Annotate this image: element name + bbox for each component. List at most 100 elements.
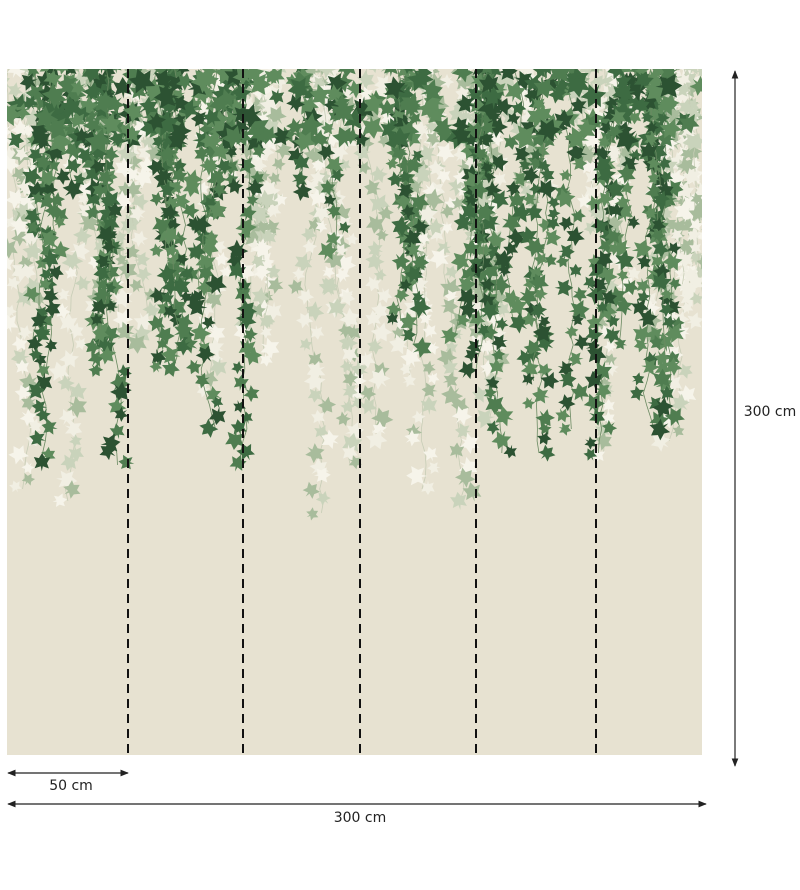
ivy-leaf — [353, 130, 370, 147]
ivy-leaf — [391, 326, 405, 340]
ivy-leaf — [533, 76, 556, 99]
ivy-leaf — [481, 260, 500, 281]
ivy-leaf — [650, 272, 672, 293]
ivy-leaf — [196, 383, 211, 398]
ivy-leaf — [422, 323, 438, 339]
ivy-leaf — [458, 361, 478, 380]
ivy-leaf — [70, 79, 87, 97]
ivy-leaf — [660, 216, 677, 234]
ivy-leaf — [64, 266, 78, 280]
ivy-leaf — [440, 326, 459, 345]
ivy-leaf — [451, 69, 474, 83]
ivy-leaf — [291, 170, 308, 188]
ivy-leaf — [558, 394, 576, 412]
ivy-leaf — [113, 287, 133, 309]
ivy-leaf — [26, 220, 40, 234]
ivy-leaf — [657, 181, 674, 200]
ivy-leaf — [199, 132, 218, 149]
ivy-leaf — [23, 286, 41, 303]
ivy-leaf — [422, 360, 436, 376]
ivy-leaf — [570, 313, 584, 326]
ivy-leaf — [472, 385, 489, 403]
ivy-leaf — [144, 287, 158, 303]
ivy-leaf — [548, 69, 572, 86]
ivy-leaf — [529, 129, 549, 148]
ivy-leaf — [340, 336, 353, 350]
ivy-leaf — [29, 430, 46, 447]
ivy-leaf — [311, 409, 325, 425]
ivy-leaf — [190, 322, 212, 344]
ivy-leaf — [228, 261, 247, 281]
ivy-leaf — [22, 241, 44, 261]
ivy-leaf — [310, 169, 325, 186]
ivy-leaf — [266, 69, 285, 85]
ivy-leaf — [493, 250, 514, 271]
ivy-leaf — [209, 352, 224, 366]
ivy-leaf — [112, 309, 134, 330]
ivy-stem — [31, 69, 45, 358]
ivy-leaf — [15, 202, 32, 218]
ivy-leaf — [245, 178, 265, 198]
ivy-leaf — [589, 69, 603, 74]
ivy-leaf — [652, 262, 671, 280]
ivy-leaf — [377, 205, 394, 221]
ivy-leaf — [25, 84, 46, 103]
ivy-leaf — [571, 156, 588, 171]
ivy-leaf — [650, 431, 671, 452]
ivy-leaf — [570, 383, 590, 402]
ivy-leaf — [26, 381, 46, 399]
ivy-leaf — [489, 154, 509, 172]
ivy-leaf — [311, 159, 324, 173]
ivy-leaf — [568, 299, 590, 320]
ivy-leaf — [597, 112, 615, 128]
ivy-leaf — [32, 324, 51, 344]
ivy-leaf — [182, 178, 201, 197]
ivy-leaf — [526, 106, 547, 129]
ivy-leaf — [384, 76, 406, 100]
ivy-leaf — [597, 135, 612, 150]
ivy-leaf — [506, 111, 521, 126]
ivy-leaf — [688, 250, 702, 266]
ivy-leaf — [82, 115, 104, 137]
ivy-leaf — [54, 302, 71, 320]
ivy-leaf — [287, 77, 312, 101]
ivy-leaf — [167, 297, 187, 319]
ivy-leaf — [436, 142, 455, 163]
ivy-leaf — [311, 76, 327, 91]
ivy-leaf — [407, 69, 434, 92]
ivy-leaf — [452, 169, 470, 185]
ivy-leaf — [645, 120, 659, 134]
ivy-leaf — [7, 313, 19, 334]
ivy-leaf — [302, 239, 318, 254]
ivy-leaf — [296, 312, 314, 329]
ivy-leaf — [583, 393, 606, 414]
ivy-leaf — [651, 239, 670, 259]
ivy-leaf — [591, 69, 605, 74]
ivy-leaf — [195, 181, 210, 195]
ivy-leaf — [68, 434, 83, 448]
ivy-leaf — [59, 349, 79, 368]
ivy-leaf — [653, 368, 672, 390]
ivy-leaf — [492, 171, 507, 187]
ivy-leaf — [21, 461, 35, 475]
ivy-leaf — [206, 337, 225, 357]
ivy-leaf — [132, 166, 154, 188]
ivy-leaf — [259, 116, 282, 139]
total-width-label: 300 cm — [334, 810, 387, 826]
ivy-leaf — [690, 192, 702, 206]
ivy-leaf — [628, 148, 643, 162]
ivy-leaf — [660, 171, 674, 183]
ivy-leaf — [584, 370, 603, 391]
ivy-leaf — [466, 339, 483, 355]
ivy-leaf — [337, 69, 357, 78]
ivy-leaf — [603, 340, 617, 353]
ivy-leaf — [318, 277, 339, 295]
ivy-leaf — [115, 321, 136, 341]
ivy-leaf — [54, 167, 71, 185]
ivy-leaf — [468, 254, 484, 271]
ivy-leaf — [90, 313, 103, 327]
ivy-leaf — [181, 169, 204, 190]
ivy-leaf — [339, 359, 354, 373]
ivy-leaf — [152, 214, 172, 236]
ivy-leaf — [538, 422, 552, 435]
